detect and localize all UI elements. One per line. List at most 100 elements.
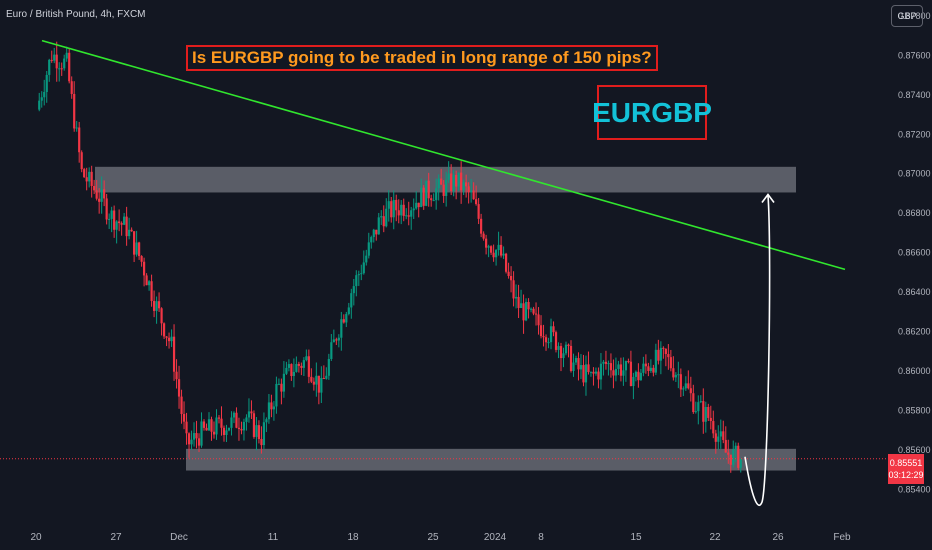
candle-body [714, 433, 717, 442]
candle-body [574, 358, 578, 363]
price-tick-label: 0.85800 [898, 405, 931, 415]
candle-body [342, 319, 345, 323]
candle-body [118, 221, 121, 224]
candle-body [100, 189, 103, 202]
candle-body [722, 431, 725, 440]
candle-body [724, 439, 727, 453]
candle-body [362, 262, 365, 274]
candle-body [220, 418, 223, 428]
symbol-title[interactable]: Euro / British Pound, 4h, FXCM [6, 9, 146, 20]
candle-body [547, 342, 550, 344]
candle-body [564, 344, 568, 354]
candle-body [257, 425, 261, 440]
candle-body [482, 233, 485, 239]
candle-body [367, 242, 370, 256]
price-axis[interactable]: 0.87800 0.87600 0.87400 0.87200 0.87000 0.868… [898, 11, 931, 494]
candle-body [312, 381, 315, 385]
candle-body [307, 356, 310, 377]
candle-body [200, 421, 203, 446]
candle-body [123, 216, 126, 225]
candle-body [202, 421, 206, 428]
candle-body [53, 54, 56, 61]
candle-body [237, 427, 241, 430]
candle-body [225, 430, 228, 435]
candle-body [562, 353, 565, 359]
candle-body [145, 275, 148, 286]
price-tick-label: 0.87000 [898, 169, 931, 179]
candle-body [410, 210, 413, 217]
candle-body [427, 180, 430, 199]
candle-body [222, 427, 226, 435]
candle-body [487, 246, 490, 248]
candle-body [138, 242, 141, 257]
candle-body [287, 364, 290, 368]
candle-body [457, 172, 460, 187]
candle-body [352, 286, 355, 294]
candle-body [58, 68, 61, 70]
candlesticks [38, 41, 742, 473]
candle-body [310, 376, 313, 382]
time-tick-label: Feb [833, 532, 851, 543]
candle-body [325, 375, 328, 379]
candle-body [335, 339, 338, 341]
candle-body [340, 319, 343, 338]
candle-body [552, 326, 555, 333]
candle-body [387, 201, 390, 209]
candle-body [140, 256, 143, 262]
candle-body [437, 178, 440, 189]
currency-button[interactable]: GBP [891, 5, 923, 27]
candle-body [472, 190, 475, 200]
candle-body [152, 300, 156, 311]
time-tick-label: 15 [630, 532, 642, 543]
candle-body [612, 370, 615, 376]
candle-body [235, 412, 238, 428]
candle-body [664, 348, 667, 355]
candle-body [317, 375, 320, 393]
time-tick-label: 18 [347, 532, 359, 543]
candle-body [73, 93, 76, 129]
price-tick-label: 0.86600 [898, 248, 931, 258]
time-tick-label: 20 [30, 532, 42, 543]
candle-body [185, 421, 188, 434]
candle-body [48, 59, 51, 75]
candle-body [609, 363, 613, 371]
candle-body [372, 229, 375, 238]
descending-trendline[interactable] [41, 39, 846, 271]
candle-body [659, 347, 662, 361]
candle-body [187, 433, 191, 445]
time-tick-label: 25 [427, 532, 439, 543]
candle-body [462, 182, 465, 191]
candle-body [95, 190, 98, 199]
candle-body [669, 357, 672, 369]
candle-body [470, 190, 473, 193]
price-tick-label: 0.86200 [898, 327, 931, 337]
candle-body [667, 354, 670, 358]
candle-body [514, 296, 518, 299]
candle-body [684, 383, 687, 389]
candle-body [282, 373, 286, 392]
candle-body [557, 346, 560, 350]
price-tick-label: 0.87200 [898, 129, 931, 139]
candle-body [265, 419, 268, 423]
candle-body [65, 52, 68, 59]
candle-body [717, 436, 720, 442]
candle-body [649, 367, 652, 371]
candle-body [674, 374, 677, 378]
candle-body [542, 336, 545, 338]
candle-body [534, 313, 538, 315]
candle-body [90, 171, 93, 186]
candle-body [360, 273, 363, 275]
candle-body [245, 417, 248, 422]
candle-body [447, 173, 450, 180]
candle-body [624, 361, 628, 371]
candle-body [435, 188, 438, 201]
candle-body [108, 218, 111, 220]
candle-body [654, 349, 657, 373]
time-axis[interactable]: 20 27 Dec 11 18 25 2024 8 15 22 26 Feb [0, 522, 932, 550]
candle-body [382, 216, 385, 227]
candle-body [477, 204, 480, 219]
candle-body [527, 301, 530, 310]
candle-body [539, 325, 543, 337]
candle-body [452, 174, 455, 191]
